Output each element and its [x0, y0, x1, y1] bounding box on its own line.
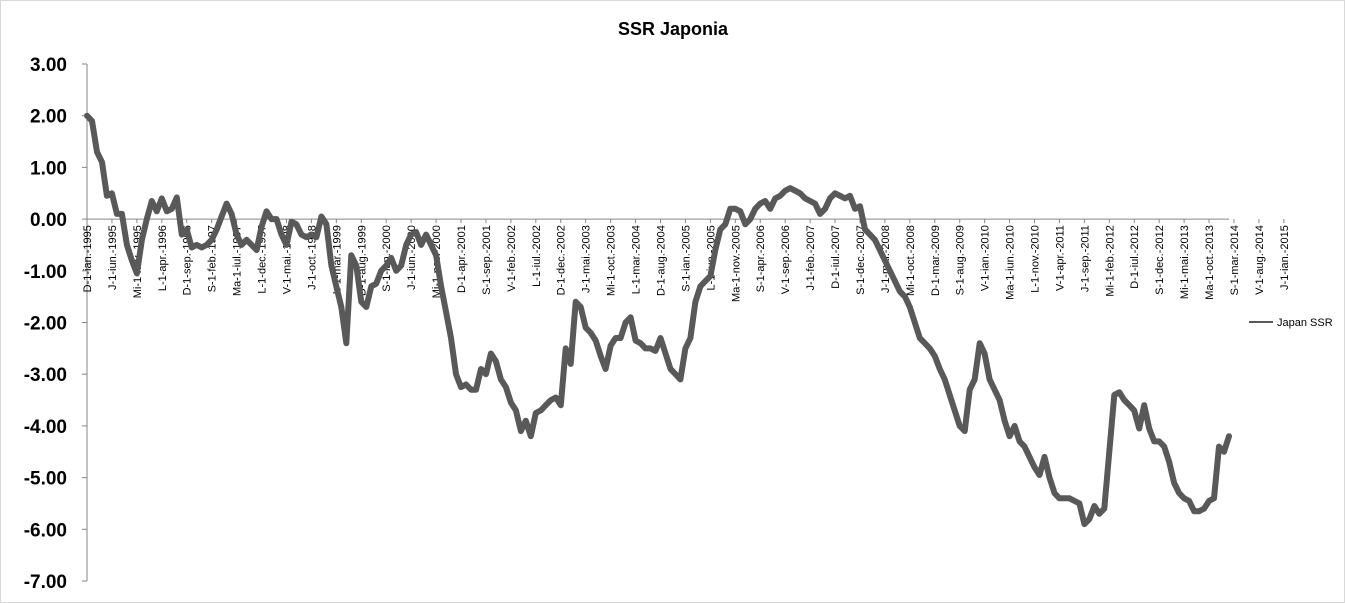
y-tick-label: -5.00 — [24, 469, 67, 490]
y-axis-ticks: 3.00 2.00 1.00 0.00 -1.00 -2.00 -3.00 -4.00 -5.0… — [24, 55, 87, 593]
x-tick-label: S-1-ian.-2000 — [381, 225, 393, 292]
y-tick-label: 3.00 — [30, 55, 67, 76]
x-tick-label: Ma-1-nov.-2005 — [730, 225, 742, 302]
series-line-japan-ssr — [84, 112, 1232, 528]
x-tick-label: D-1-apr.-2001 — [456, 225, 468, 293]
y-tick-label: -2.00 — [24, 314, 67, 335]
x-tick-label: J-1-oct.-1998 — [306, 225, 318, 290]
x-tick-label: J-1-mai.-2003 — [581, 225, 593, 293]
y-tick-label: -1.00 — [24, 262, 67, 283]
x-tick-label: Mi-1-oct.-2008 — [905, 225, 917, 296]
x-tick-label: J-1-iun.-1995 — [107, 225, 119, 290]
x-tick-label: Mi-1-mai.-2013 — [1179, 225, 1191, 299]
chart-title: SSR Japonia — [618, 19, 729, 39]
y-tick-label: 1.00 — [30, 158, 67, 179]
x-tick-label: Ma-1-oct.-2013 — [1204, 225, 1216, 300]
x-tick-label: L-1-apr.-1996 — [157, 225, 169, 291]
y-tick-label: -6.00 — [24, 520, 67, 541]
x-tick-label: D-1-mar.-2009 — [930, 225, 942, 296]
x-tick-label: S-1-ian.-2005 — [680, 225, 692, 292]
x-tick-label: J-1-sep.-2011 — [1079, 225, 1091, 292]
x-tick-label: V-1-feb.-2002 — [506, 225, 518, 292]
x-tick-label: J-1-feb.-2007 — [805, 225, 817, 290]
y-tick-label: -3.00 — [24, 365, 67, 386]
x-tick-label: V-1-ian.-2010 — [980, 225, 992, 291]
y-tick-label: -7.00 — [24, 572, 67, 593]
x-tick-label: V-1-aug.-2014 — [1254, 225, 1266, 295]
legend-label-japan-ssr: Japan SSR — [1277, 317, 1333, 329]
x-tick-label: D-1-dec.-2002 — [556, 225, 568, 295]
x-tick-label: L-1-iul.-2002 — [531, 225, 543, 287]
x-tick-label: J-1-ian.-2015 — [1279, 225, 1291, 290]
legend: Japan SSR — [1249, 317, 1333, 329]
x-tick-label: D-1-iul.-2007 — [830, 225, 842, 289]
x-tick-label: V-1-apr.-2011 — [1054, 225, 1066, 291]
x-axis-ticks: D-1-ian.-1995 J-1-iun.-1995 Mi-1-nov.-1995… — [82, 219, 1291, 302]
series-layer — [84, 112, 1232, 528]
x-tick-label: V-1-sep.-2006 — [780, 225, 792, 294]
y-tick-label: 0.00 — [30, 210, 67, 231]
x-tick-label: D-1-ian.-1995 — [82, 225, 94, 292]
x-tick-label: S-1-dec.-2012 — [1154, 225, 1166, 295]
x-tick-label: S-1-mar.-2014 — [1229, 225, 1241, 295]
y-tick-label: -4.00 — [24, 417, 67, 438]
x-tick-label: L-1-mar.-2004 — [631, 225, 643, 294]
x-tick-label: S-1-dec.-2007 — [855, 225, 867, 295]
x-tick-label: S-1-sep.-2001 — [481, 225, 493, 295]
x-tick-label: Ma-1-iun.-2010 — [1005, 225, 1017, 300]
y-tick-label: 2.00 — [30, 107, 67, 128]
x-tick-label: D-1-iul.-2012 — [1129, 225, 1141, 289]
x-tick-label: D-1-aug.-2004 — [655, 225, 667, 296]
x-tick-label: L-1-nov.-2010 — [1030, 225, 1042, 293]
x-tick-label: Mi-1-feb.-2012 — [1104, 225, 1116, 297]
x-tick-label: S-1-aug.-2009 — [955, 225, 967, 295]
x-tick-label: S-1-apr.-2006 — [755, 225, 767, 292]
x-tick-label: Mi-1-oct.-2003 — [606, 225, 618, 296]
